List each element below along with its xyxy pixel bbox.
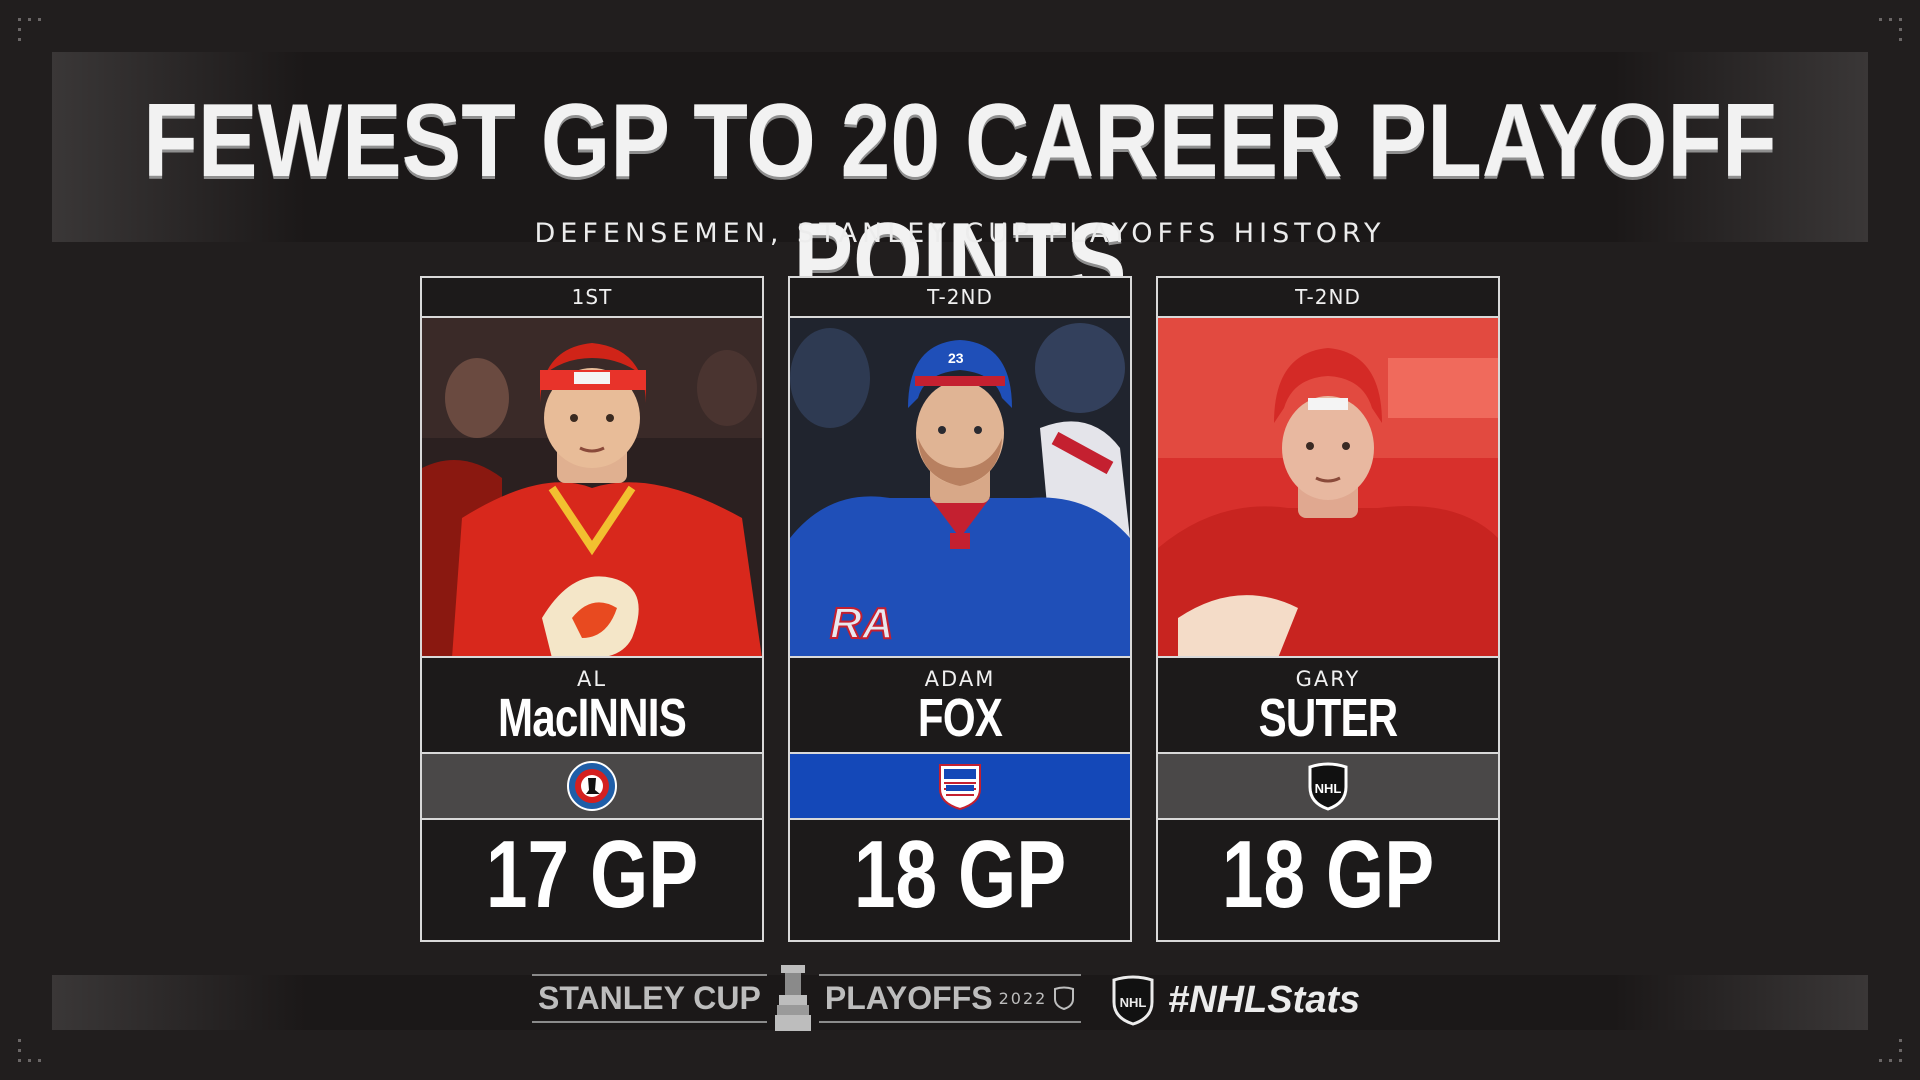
svg-text:NHL: NHL [1120, 995, 1147, 1010]
player-photo-suter [1158, 318, 1498, 658]
nhl-stats-brand: NHL #NHLStats [1110, 972, 1360, 1028]
year-text: 2022 [998, 988, 1048, 1008]
player-last-name: FOX [917, 688, 1003, 748]
hockey-hall-of-fame-icon [567, 761, 617, 811]
games-played-stat: 18 GP [853, 821, 1067, 928]
corner-dots-bottom-left [18, 1032, 48, 1062]
stanley-cup-trophy-icon [774, 965, 811, 1031]
playoffs-wordmark: PLAYOFFS 2022 [818, 973, 1082, 1023]
player-card-suter: T-2ND GARY SUTER NHL 18 GP [1156, 276, 1500, 942]
player-photo-fox: RA 23 [790, 318, 1130, 658]
stanley-cup-text: STANLEY CUP [538, 979, 761, 1016]
svg-text:23: 23 [948, 350, 964, 366]
stanley-cup-wordmark: STANLEY CUP [532, 973, 767, 1023]
team-logo-row [790, 754, 1130, 820]
team-logo-row: NHL [1158, 754, 1498, 820]
player-first-name: ADAM [924, 667, 996, 691]
new-york-rangers-icon [939, 764, 981, 811]
rank-label: T-2ND [790, 278, 1130, 318]
nhl-shield-icon: NHL [1308, 762, 1348, 811]
player-card-fox: T-2ND RA 23 ADAM FOX [788, 276, 1132, 942]
svg-text:NHL: NHL [1315, 781, 1342, 796]
hashtag-text: #NHLStats [1168, 978, 1361, 1021]
player-card-macinnis: 1ST AL MacINNIS [420, 276, 764, 942]
player-last-name: SUTER [1258, 688, 1399, 748]
page-subtitle: DEFENSEMEN, STANLEY CUP PLAYOFFS HISTORY [534, 218, 1386, 249]
header-band [52, 52, 1868, 242]
games-played-stat: 18 GP [1221, 821, 1435, 928]
games-played-stat: 17 GP [485, 821, 699, 928]
corner-dots-bottom-right [1872, 1032, 1902, 1062]
stanley-cup-playoffs-logo: STANLEY CUP PLAYOFFS 2022 [532, 963, 1082, 1033]
player-name: ADAM FOX [790, 658, 1130, 754]
corner-dots-top-right [1872, 18, 1902, 48]
nhl-small-icon [1054, 986, 1075, 1010]
player-photo-macinnis [422, 318, 762, 658]
corner-dots-top-left [18, 18, 48, 48]
team-logo-row [422, 754, 762, 820]
player-first-name: AL [576, 667, 608, 691]
player-name: GARY SUTER [1158, 658, 1498, 754]
rank-label: 1ST [422, 278, 762, 318]
player-name: AL MacINNIS [422, 658, 762, 754]
player-last-name: MacINNIS [497, 688, 687, 748]
playoffs-text: PLAYOFFS [824, 979, 993, 1016]
player-first-name: GARY [1295, 667, 1361, 691]
rank-label: T-2ND [1158, 278, 1498, 318]
svg-text:RA: RA [830, 599, 894, 648]
nhl-shield-icon: NHL [1112, 975, 1154, 1026]
